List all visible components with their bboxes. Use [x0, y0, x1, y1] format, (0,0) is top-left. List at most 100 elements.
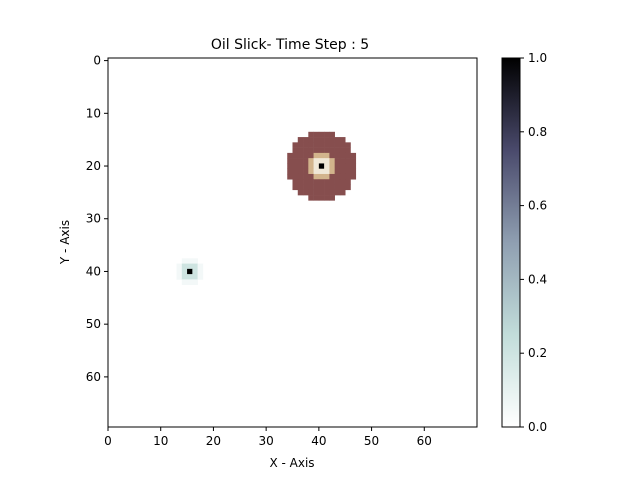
heatmap-cell [334, 184, 341, 191]
heatmap-cell [345, 168, 351, 175]
x-tick-label: 60 [417, 434, 432, 448]
y-tick-label: 60 [86, 370, 101, 384]
heatmap-cell [324, 173, 330, 180]
heatmap-cell [303, 163, 309, 169]
heatmap-cell [308, 152, 314, 159]
heatmap-cell [313, 173, 320, 180]
heatmap-cell [297, 142, 304, 148]
x-tick-label: 40 [311, 434, 326, 448]
x-tick-label: 50 [364, 434, 379, 448]
heatmap-cell [287, 163, 293, 169]
heatmap-cell [313, 142, 320, 148]
heatmap-cell [345, 179, 351, 185]
heatmap-cell [303, 179, 309, 185]
heatmap-cell [187, 258, 193, 264]
heatmap-cell [297, 179, 304, 185]
heatmap-cell [324, 168, 330, 175]
heatmap-cell [192, 279, 198, 285]
heatmap-cell [297, 189, 304, 196]
heatmap-cell [297, 168, 304, 175]
heatmap-cell [308, 195, 314, 201]
colorbar-tick-label: 1.0 [528, 51, 547, 65]
y-tick-label: 0 [93, 54, 101, 68]
heatmap-cell [303, 158, 309, 164]
heatmap-cell [303, 173, 309, 180]
heatmap-cell [339, 163, 346, 169]
heatmap-cell [329, 152, 335, 159]
heatmap-cell [181, 268, 188, 275]
heatmap-cell [292, 184, 299, 191]
heatmap-cell [329, 142, 335, 148]
y-tick-label: 40 [86, 264, 101, 278]
heatmap-cell [176, 274, 183, 280]
heatmap-cell [329, 195, 335, 201]
heatmap-cell [181, 279, 188, 285]
heatmap-cell [303, 152, 309, 159]
heatmap-cell [297, 152, 304, 159]
colorbar-tick-label: 0.8 [528, 125, 547, 139]
heatmap-cell [329, 184, 335, 191]
plot-frame [107, 57, 478, 428]
heatmap-cell [339, 142, 346, 148]
heatmap-cell [334, 179, 341, 185]
heatmap-cell [297, 163, 304, 169]
heatmap-cell [339, 173, 346, 180]
heatmap-cell [287, 168, 293, 175]
colorbar-ticks: 0.0 0.2 0.4 0.6 0.8 1.0 [520, 51, 547, 434]
heatmap-cell [297, 147, 304, 154]
heatmap-cell [292, 179, 299, 185]
y-tick-label: 50 [86, 317, 101, 331]
heatmap-cell [197, 274, 204, 280]
heatmap-cell [313, 184, 320, 191]
heatmap-cell [308, 131, 314, 138]
y-tick-label: 10 [86, 106, 101, 120]
heatmap-cell [292, 152, 299, 159]
colorbar-gradient [502, 58, 520, 427]
heatmap-cell [334, 142, 341, 148]
heatmap-cell [313, 137, 320, 143]
heatmap-cell [339, 168, 346, 175]
heatmap-cell [324, 179, 330, 185]
heatmap-cell [187, 279, 193, 285]
heatmap-cell [339, 179, 346, 185]
heatmap-cell [287, 158, 293, 164]
heatmap-cell [318, 173, 325, 180]
heatmap-cell [176, 268, 183, 275]
heatmap-cell [318, 189, 325, 196]
colorbar-tick-label: 0.0 [528, 420, 547, 434]
heatmap-cell [334, 152, 341, 159]
heatmap-cell [329, 163, 335, 169]
heatmap-cell [329, 131, 335, 138]
heatmap-cell [324, 147, 330, 154]
heatmap-cell [297, 184, 304, 191]
heatmap-cell [303, 142, 309, 148]
heatmap-cell [345, 152, 351, 159]
heatmap-cell [324, 152, 330, 159]
heatmap-cell [345, 142, 351, 148]
heatmap-cell [308, 163, 314, 169]
heatmap-cell [303, 137, 309, 143]
heatmap-cell [297, 158, 304, 164]
heatmap-cell [334, 158, 341, 164]
y-axis-label: Y - Axis [58, 220, 72, 265]
heatmap-cell [192, 263, 198, 270]
heatmap-cell [292, 163, 299, 169]
heatmap-cell [292, 173, 299, 180]
heatmap-cell [324, 163, 330, 169]
heatmap-cell [329, 179, 335, 185]
x-tick-label: 0 [104, 434, 112, 448]
heatmap-cell [318, 163, 325, 169]
heatmap-cells [176, 131, 357, 285]
heatmap-cell [308, 158, 314, 164]
heatmap-cell [350, 152, 357, 159]
chart-title: Oil Slick- Time Step : 5 [211, 37, 369, 53]
heatmap-cell [334, 168, 341, 175]
heatmap-cell [303, 189, 309, 196]
heatmap-cell [292, 168, 299, 175]
heatmap-cell [345, 158, 351, 164]
heatmap-cell [192, 274, 198, 280]
heatmap-cell [303, 168, 309, 175]
heatmap-cell [313, 189, 320, 196]
heatmap-cell [308, 147, 314, 154]
